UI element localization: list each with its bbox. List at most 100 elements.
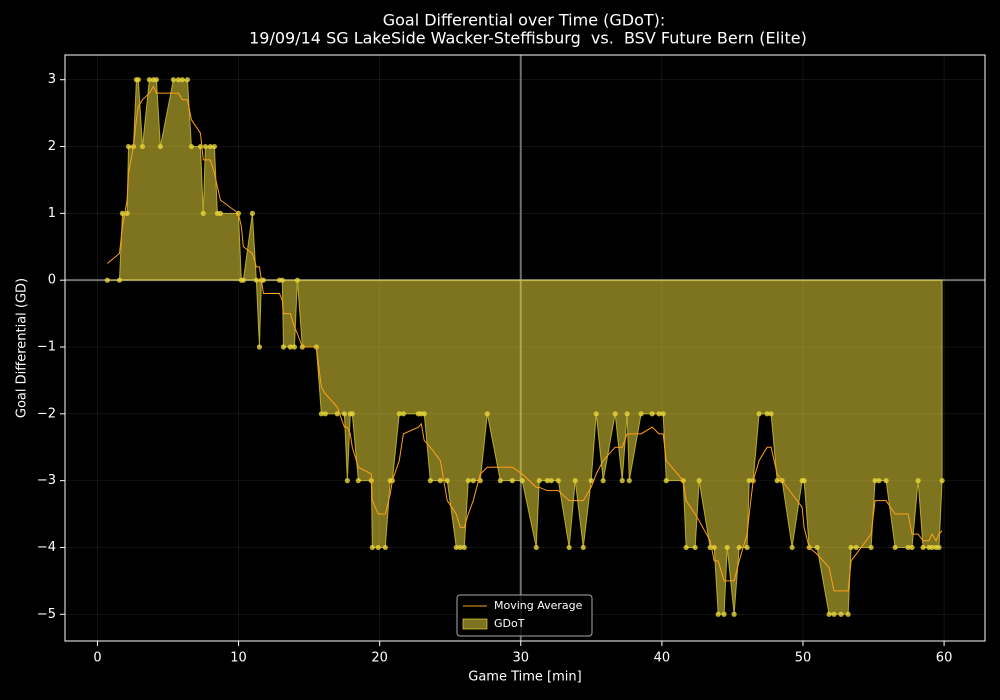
y-tick-label: 2 <box>48 139 56 154</box>
data-point <box>548 478 554 484</box>
data-point <box>287 344 293 350</box>
data-point <box>240 277 246 283</box>
data-point <box>656 411 662 417</box>
y-tick-label: 3 <box>48 72 56 87</box>
data-point <box>153 77 160 83</box>
data-point <box>437 478 443 484</box>
x-axis-label: Game Time [min] <box>468 670 581 685</box>
data-point <box>663 478 669 484</box>
data-point <box>853 544 859 551</box>
x-tick-label: 50 <box>795 651 812 666</box>
data-point <box>929 544 935 551</box>
data-point <box>341 411 347 417</box>
data-point <box>683 544 689 551</box>
data-point <box>593 411 599 417</box>
data-point <box>724 544 730 551</box>
x-tick-label: 40 <box>654 651 671 666</box>
data-point <box>660 411 666 417</box>
data-point <box>116 277 123 283</box>
data-point <box>872 478 878 484</box>
data-point <box>421 411 427 417</box>
data-point <box>124 210 130 216</box>
data-point <box>756 411 762 417</box>
chart-title: Goal Differential over Time (GDoT): <box>383 11 666 30</box>
legend-label: Moving Average <box>494 599 583 612</box>
data-point <box>915 478 921 484</box>
data-point <box>211 143 218 150</box>
data-point <box>279 277 285 283</box>
data-point <box>334 411 340 417</box>
data-point <box>580 544 586 551</box>
data-point <box>396 411 402 417</box>
data-point <box>375 544 381 551</box>
data-point <box>909 544 915 551</box>
data-point <box>280 344 287 350</box>
data-point <box>217 210 223 216</box>
data-point <box>484 411 490 417</box>
data-point <box>253 277 259 283</box>
data-point <box>883 478 889 484</box>
data-point <box>619 478 625 484</box>
data-point <box>465 478 471 484</box>
data-point <box>715 611 721 617</box>
data-point <box>184 77 191 83</box>
y-tick-label: 1 <box>48 206 56 221</box>
data-point <box>119 210 126 216</box>
data-point <box>170 77 176 83</box>
data-point <box>461 544 467 551</box>
data-point <box>146 77 152 83</box>
y-tick-label: −5 <box>37 607 56 622</box>
data-point <box>649 411 655 417</box>
data-point <box>600 478 606 484</box>
data-point <box>764 411 770 417</box>
x-tick-label: 30 <box>512 651 529 666</box>
y-axis-label: Goal Differential (GD) <box>15 278 30 418</box>
line <box>107 85 943 592</box>
data-point <box>624 411 630 417</box>
data-point <box>519 478 525 484</box>
legend-label: GDoT <box>494 617 525 630</box>
data-point <box>905 544 911 551</box>
data-point <box>497 478 503 484</box>
data-point <box>746 478 752 484</box>
data-point <box>139 143 146 150</box>
plot-frame <box>64 54 986 642</box>
data-point <box>711 544 717 551</box>
data-point <box>382 544 388 551</box>
x-tick-label: 10 <box>230 651 247 666</box>
data-point <box>939 478 945 484</box>
data-point <box>774 478 780 484</box>
data-point <box>920 544 926 551</box>
data-point <box>256 344 263 350</box>
data-point <box>692 544 698 551</box>
y-tick-label: −1 <box>37 339 56 354</box>
data-point <box>626 478 632 484</box>
data-point <box>736 544 742 551</box>
data-point <box>831 611 837 617</box>
data-point <box>555 478 561 484</box>
data-point <box>369 544 375 551</box>
data-point <box>638 411 644 417</box>
data-point <box>588 478 594 484</box>
data-point <box>175 77 182 83</box>
data-point <box>457 544 463 551</box>
x-tick-label: 0 <box>93 651 101 666</box>
legend-swatch <box>462 618 488 630</box>
data-point <box>544 478 550 484</box>
data-point <box>789 544 795 551</box>
data-point <box>876 478 882 484</box>
data-point <box>179 77 185 83</box>
data-point <box>768 411 774 417</box>
data-point <box>294 277 300 283</box>
data-point <box>536 478 542 484</box>
data-point <box>838 611 844 617</box>
data-point <box>249 210 255 216</box>
data-point <box>936 544 942 551</box>
y-tick-label: −2 <box>37 406 56 421</box>
data-point <box>344 478 350 484</box>
data-point <box>814 544 820 551</box>
y-tick-label: −3 <box>37 473 56 488</box>
data-point <box>826 611 832 617</box>
